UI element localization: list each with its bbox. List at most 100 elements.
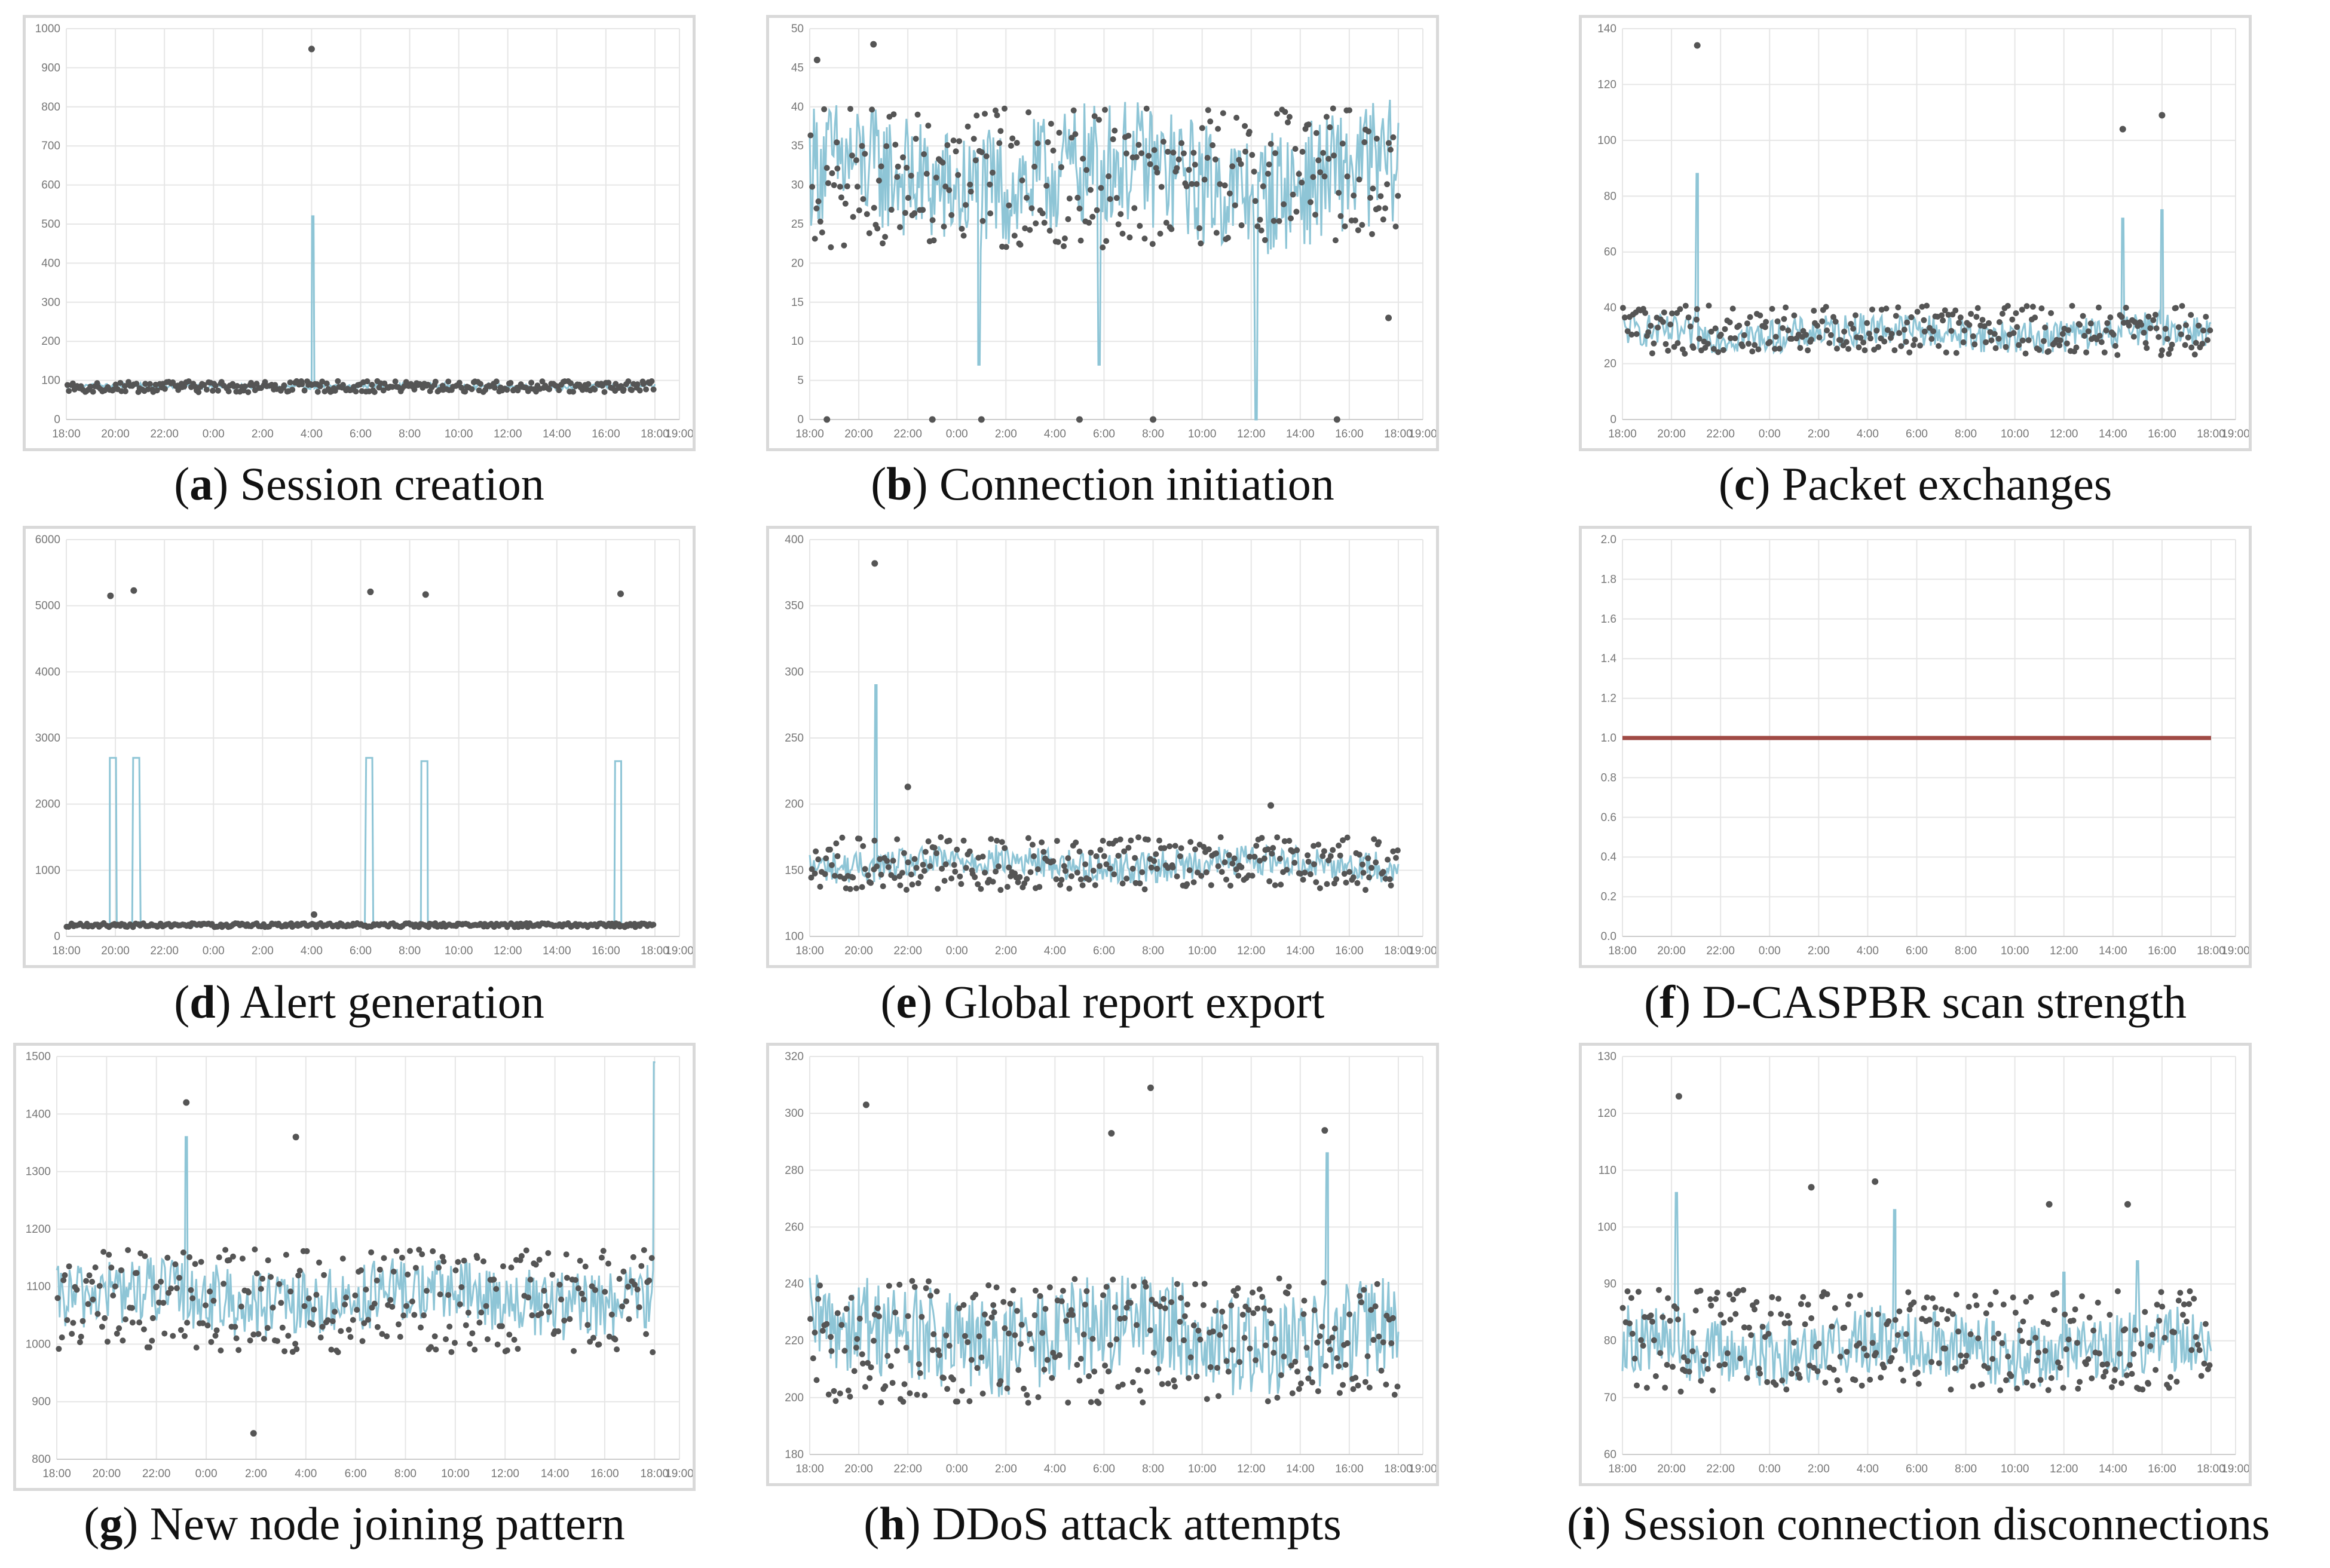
data-point [1736, 322, 1743, 329]
data-point [2053, 1290, 2060, 1296]
data-point [984, 1320, 991, 1327]
data-point [393, 1248, 400, 1254]
data-point [166, 1290, 172, 1296]
data-point [2183, 322, 2189, 329]
data-point [480, 1258, 486, 1264]
data-point [1229, 860, 1236, 867]
data-point [1667, 1318, 1673, 1324]
data-point [1748, 1332, 1755, 1339]
data-point [925, 838, 932, 844]
x-tick-label: 12:00 [1237, 428, 1266, 440]
data-point [2069, 302, 2075, 309]
data-point [499, 1323, 505, 1330]
data-point [1068, 873, 1074, 880]
data-point [1365, 128, 1371, 134]
data-point [1055, 239, 1061, 245]
data-point [2145, 1380, 2151, 1387]
data-point [1919, 304, 1925, 310]
data-point [189, 1295, 196, 1301]
data-point [1866, 330, 1872, 337]
x-tick-label: 20:00 [93, 1468, 121, 1480]
data-point [1945, 1308, 1952, 1315]
data-point [959, 1388, 965, 1394]
data-point [1090, 868, 1097, 874]
y-tick-label: 30 [791, 179, 804, 192]
data-point [1300, 1311, 1307, 1318]
data-point [120, 1337, 126, 1344]
data-point [1018, 1321, 1025, 1328]
x-tick-label: 18:00 [42, 1468, 71, 1480]
data-point [1373, 136, 1380, 142]
data-point [1276, 856, 1283, 862]
data-point [938, 834, 944, 840]
data-point [1258, 227, 1264, 234]
data-point [2139, 1386, 2146, 1393]
data-point [923, 170, 930, 177]
data-point [1732, 1310, 1739, 1317]
data-point [982, 111, 988, 117]
outlier-point [183, 1099, 190, 1106]
data-point [1936, 343, 1942, 349]
data-point [1166, 843, 1173, 850]
data-point [1213, 850, 1220, 857]
data-point [424, 1288, 430, 1294]
data-point [1344, 173, 1351, 180]
data-point [892, 142, 899, 148]
data-point [1071, 1276, 1078, 1282]
data-point [170, 1333, 176, 1339]
data-point [1204, 155, 1211, 161]
data-point [1155, 1366, 1162, 1372]
data-point [1619, 1304, 1626, 1311]
data-point [2173, 1379, 2180, 1385]
data-point [1682, 350, 1688, 357]
data-point [1932, 1304, 1939, 1311]
data-point [1953, 350, 1959, 356]
data-point [1270, 845, 1276, 851]
x-tick-label: 18:00 [2197, 945, 2225, 957]
y-tick-label: 600 [41, 179, 60, 192]
data-point [1249, 872, 1256, 879]
data-point [1100, 1292, 1106, 1298]
data-point [1815, 1340, 1822, 1347]
x-tick-label: 12:00 [2050, 945, 2078, 957]
outlier-point [250, 1430, 257, 1437]
data-point [1113, 1336, 1120, 1343]
data-point [850, 214, 856, 220]
data-point [592, 386, 598, 393]
data-point [90, 388, 96, 395]
data-point [2023, 1298, 2029, 1305]
data-point [1387, 146, 1394, 153]
data-point [2185, 334, 2191, 341]
x-tick-label: 4:00 [295, 1468, 317, 1480]
data-point [1814, 1368, 1821, 1374]
y-tick-label: 50 [791, 23, 804, 35]
data-point [847, 1394, 853, 1400]
data-point [1201, 844, 1207, 850]
x-tick-label: 12:00 [1237, 945, 1266, 957]
data-point [1325, 1339, 1332, 1345]
data-point [1796, 1374, 1803, 1381]
data-point [1207, 1364, 1214, 1370]
x-tick-label: 14:00 [543, 945, 571, 957]
outlier-point [862, 1101, 869, 1108]
data-point [2196, 322, 2202, 329]
data-point [1112, 127, 1118, 134]
x-tick-label: 10:00 [1188, 1463, 1217, 1475]
y-tick-label: 110 [1599, 1164, 1616, 1177]
data-point [587, 1339, 593, 1345]
data-point [833, 840, 840, 847]
data-point [952, 868, 959, 875]
data-point [1074, 194, 1081, 201]
data-point [868, 880, 874, 886]
data-point [1386, 876, 1393, 883]
data-point [921, 1392, 928, 1399]
data-point [261, 1336, 267, 1342]
data-point [2032, 314, 2038, 321]
caption-f: (f) D-CASPBR scan strength [1644, 976, 2187, 1028]
data-point [922, 849, 929, 855]
data-point [1201, 1281, 1208, 1287]
data-point [1746, 1324, 1752, 1331]
y-tick-label: 1000 [26, 1338, 51, 1350]
data-point [2046, 348, 2052, 354]
data-point [149, 1337, 155, 1344]
